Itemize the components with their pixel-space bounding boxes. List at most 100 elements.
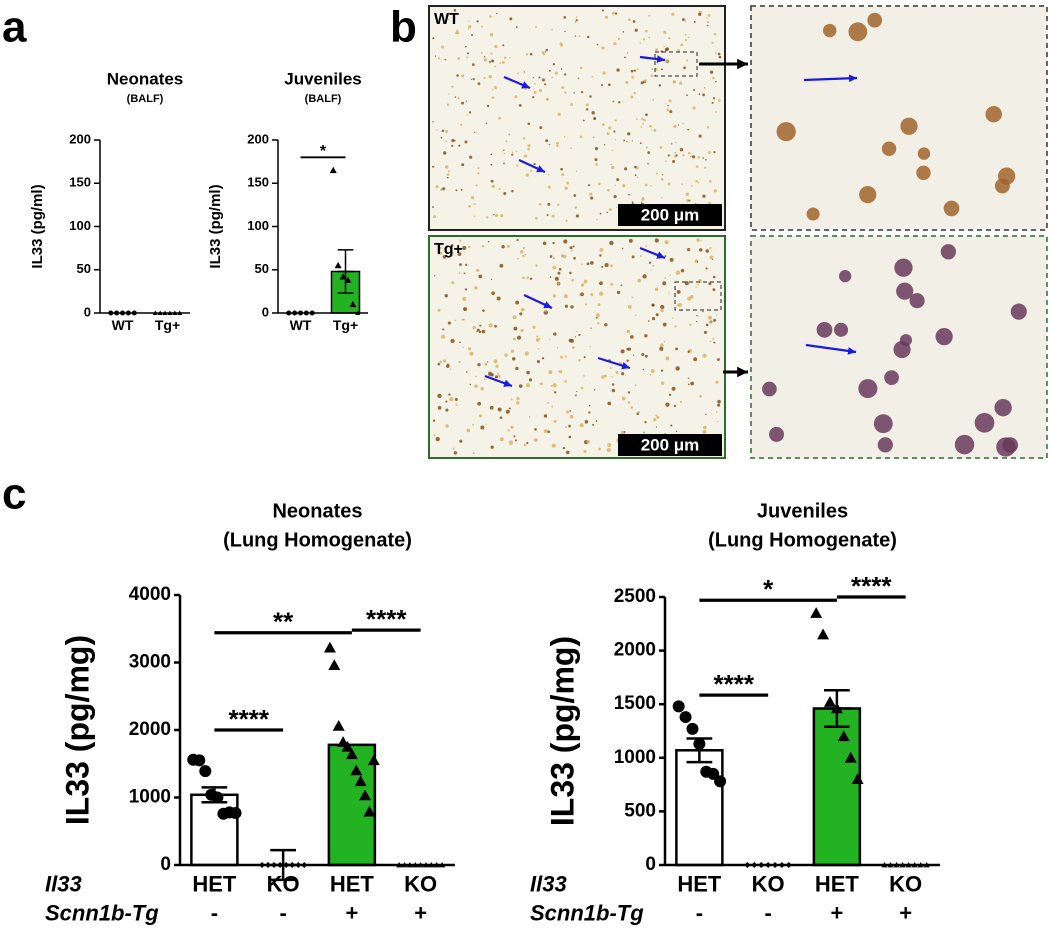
tissue-dot xyxy=(598,182,601,186)
tissue-dot xyxy=(568,424,571,428)
tissue-dot xyxy=(714,52,717,55)
tissue-dot xyxy=(508,407,511,410)
marker-arrow-head xyxy=(536,165,545,173)
tissue-dot xyxy=(572,245,575,248)
tissue-dot xyxy=(611,165,615,170)
tissue-dot xyxy=(659,346,664,351)
tissue-dot xyxy=(568,435,572,439)
tissue-dot xyxy=(575,21,577,23)
cell xyxy=(943,200,960,217)
tissue-dot xyxy=(437,393,442,399)
micrograph xyxy=(428,5,726,231)
tissue-dot xyxy=(457,252,462,257)
bar xyxy=(190,793,239,867)
cell xyxy=(954,434,975,455)
tissue-dot xyxy=(450,244,454,247)
data-point xyxy=(851,773,864,785)
tissue-dot xyxy=(591,111,595,115)
tissue-dot xyxy=(438,246,442,250)
tissue-dot xyxy=(490,153,493,156)
tissue-dot xyxy=(712,337,715,341)
tissue-dot xyxy=(631,140,633,142)
y-tick-label: 1000 xyxy=(129,787,171,808)
tissue-dot xyxy=(509,17,513,21)
tissue-dot xyxy=(628,193,630,196)
tissue-dot xyxy=(578,359,581,362)
tissue-dot xyxy=(644,354,648,358)
tissue-dot xyxy=(561,173,565,177)
tissue-dot xyxy=(464,45,467,48)
tissue-dot xyxy=(589,345,591,348)
tissue-dot xyxy=(509,443,512,445)
y-tick-label: 150 xyxy=(69,175,91,190)
tissue-dot xyxy=(514,439,517,442)
tissue-dot xyxy=(665,402,670,407)
significance-label: **** xyxy=(229,704,270,734)
tissue-dot xyxy=(547,185,551,189)
group-label: - xyxy=(211,900,218,925)
zoom-box xyxy=(674,281,722,311)
tissue-dot xyxy=(574,35,577,37)
tissue-dot xyxy=(466,56,469,59)
tissue-dot xyxy=(565,410,570,414)
scale-bar xyxy=(618,204,722,226)
tissue-dot xyxy=(583,279,588,284)
tissue-dot xyxy=(537,347,540,350)
tissue-dot xyxy=(454,96,457,98)
cell xyxy=(848,22,868,42)
tissue-dot xyxy=(668,292,670,294)
tissue-dot xyxy=(627,401,631,404)
tissue-dot xyxy=(609,240,614,246)
tissue-dot xyxy=(598,291,604,296)
tissue-dot xyxy=(679,400,683,404)
data-point xyxy=(714,775,727,788)
tissue-dot xyxy=(686,94,688,97)
tissue-dot xyxy=(695,286,698,288)
tissue-dot xyxy=(634,28,638,32)
tissue-dot xyxy=(613,41,617,46)
tissue-dot xyxy=(434,275,436,277)
tissue-dot xyxy=(640,126,643,128)
tissue-dot xyxy=(516,164,519,167)
tissue-dot xyxy=(478,330,482,334)
tissue-dot xyxy=(660,343,664,348)
tissue-dot xyxy=(441,129,445,133)
tissue-dot xyxy=(621,396,626,401)
tissue-dot xyxy=(640,255,642,257)
tissue-dot xyxy=(501,244,505,249)
tissue-dot xyxy=(490,179,494,183)
tissue-dot xyxy=(525,173,529,177)
panel-letter: c xyxy=(2,470,26,519)
y-tick-label: 3000 xyxy=(129,652,171,673)
tissue-dot xyxy=(655,313,659,317)
tissue-dot xyxy=(707,21,709,23)
tissue-dot xyxy=(432,165,435,168)
tissue-dot xyxy=(549,338,551,340)
tissue-dot xyxy=(601,265,604,268)
tissue-dot xyxy=(493,86,498,90)
tissue-dot xyxy=(622,31,625,33)
tissue-dot xyxy=(570,305,574,309)
x-tick-label: HET xyxy=(192,872,237,897)
tissue-dot xyxy=(643,431,645,434)
tissue-dot xyxy=(533,163,536,166)
tissue-dot xyxy=(554,391,557,394)
tissue-dot xyxy=(448,18,450,21)
tissue-dot xyxy=(621,372,625,376)
x-tick-label: HET xyxy=(815,872,860,897)
tissue-dot xyxy=(498,116,502,120)
tissue-dot xyxy=(564,380,568,383)
tissue-dot xyxy=(535,338,540,342)
tissue-dot xyxy=(505,409,510,414)
tissue-dot xyxy=(622,184,626,188)
tissue-dot xyxy=(514,95,518,99)
tissue-dot xyxy=(611,388,616,393)
y-tick-label: 0 xyxy=(160,854,171,875)
tissue-dot xyxy=(474,384,478,388)
micrograph-zoom xyxy=(750,5,1048,231)
tissue-dot xyxy=(712,288,716,292)
tissue-dot xyxy=(545,48,549,52)
data-point xyxy=(193,754,206,767)
tissue-dot xyxy=(628,238,633,243)
tissue-dot xyxy=(715,411,718,413)
